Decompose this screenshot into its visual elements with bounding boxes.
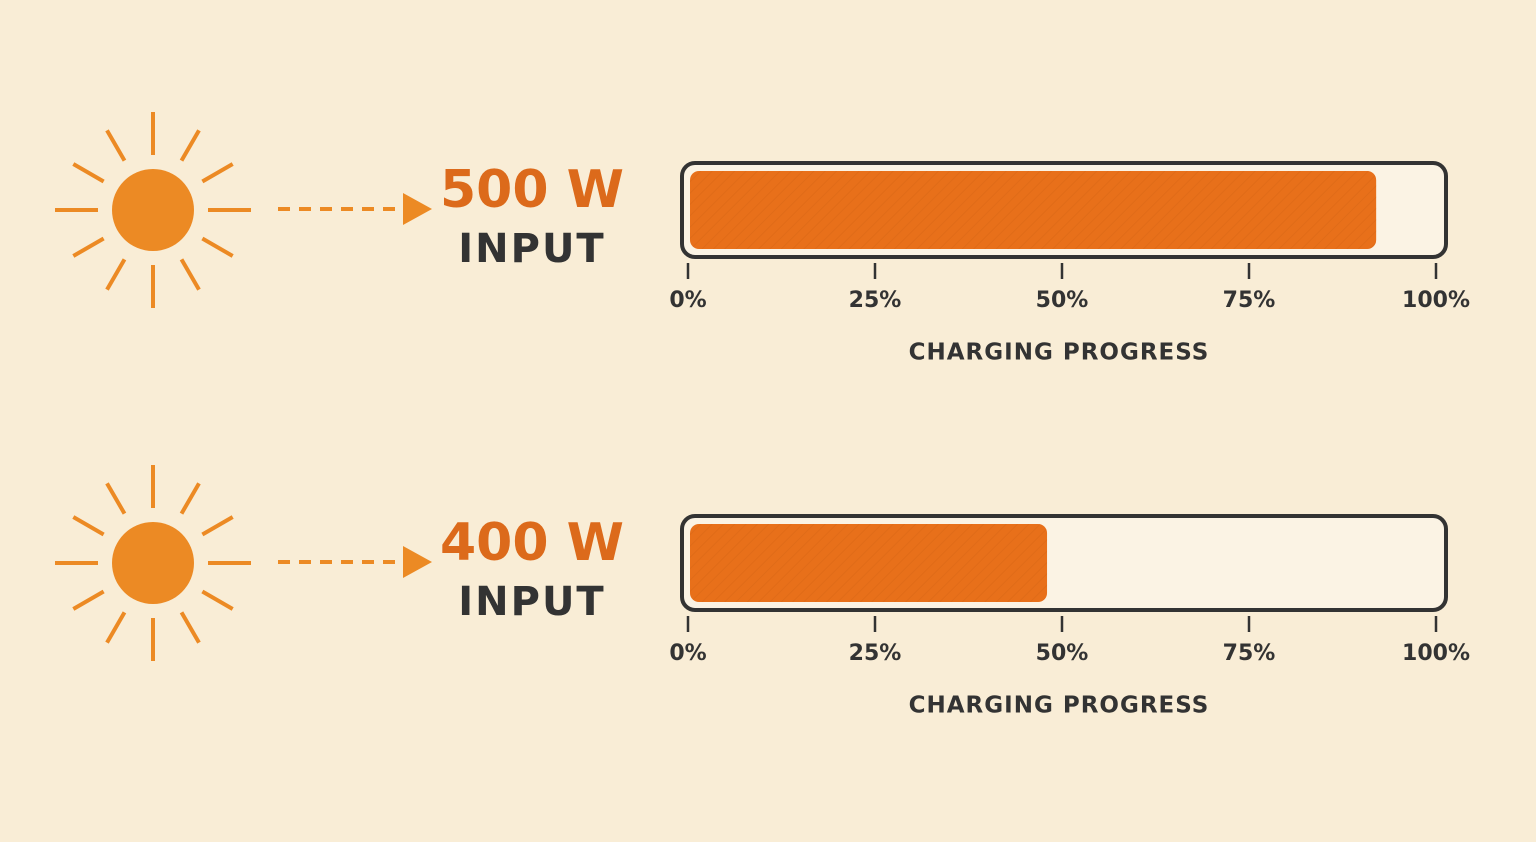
- tick-label: 100%: [1402, 288, 1470, 313]
- sun-core: [112, 169, 194, 251]
- sun-ray: [201, 162, 234, 184]
- sun-ray: [105, 611, 127, 644]
- progress-bar-texture: [690, 171, 1377, 249]
- tick-label: 100%: [1402, 641, 1470, 666]
- sun-ray: [179, 129, 201, 162]
- sun-ray: [72, 162, 105, 184]
- sun-ray: [105, 482, 127, 515]
- sun-ray: [105, 258, 127, 291]
- power-title: 500 W: [440, 160, 624, 220]
- sun-icon: [55, 465, 251, 661]
- tick-label: 25%: [849, 641, 902, 666]
- tick-label: 0%: [669, 288, 706, 313]
- sun-icon: [55, 112, 251, 308]
- sun-ray: [105, 129, 127, 162]
- tick-label: 75%: [1223, 641, 1276, 666]
- sun-ray: [201, 515, 234, 537]
- power-subtitle: INPUT: [458, 579, 605, 625]
- progress-bar-texture: [690, 524, 1048, 602]
- sun-ray: [179, 482, 201, 515]
- sun-ray: [201, 589, 234, 611]
- sun-ray: [179, 258, 201, 291]
- sun-ray: [179, 611, 201, 644]
- arrow-head: [403, 546, 432, 578]
- tick-label: 25%: [849, 288, 902, 313]
- sun-ray: [201, 236, 234, 258]
- tick-label: 50%: [1036, 641, 1089, 666]
- sun-ray: [72, 515, 105, 537]
- sun-core: [112, 522, 194, 604]
- power-subtitle: INPUT: [458, 226, 605, 272]
- axis-label: CHARGING PROGRESS: [909, 340, 1210, 366]
- tick-label: 0%: [669, 641, 706, 666]
- arrow-head: [403, 193, 432, 225]
- sun-ray: [72, 589, 105, 611]
- charging-panel: 500 W INPUT 0% 25% 50% 75% 100% CHARGING PROGRE…: [55, 112, 1470, 366]
- tick-label: 50%: [1036, 288, 1089, 313]
- tick-label: 75%: [1223, 288, 1276, 313]
- charging-panel: 400 W INPUT 0% 25% 50% 75% 100% CHARGING PROGRE…: [55, 465, 1470, 719]
- sun-ray: [72, 236, 105, 258]
- power-title: 400 W: [440, 513, 624, 573]
- axis-label: CHARGING PROGRESS: [909, 693, 1210, 719]
